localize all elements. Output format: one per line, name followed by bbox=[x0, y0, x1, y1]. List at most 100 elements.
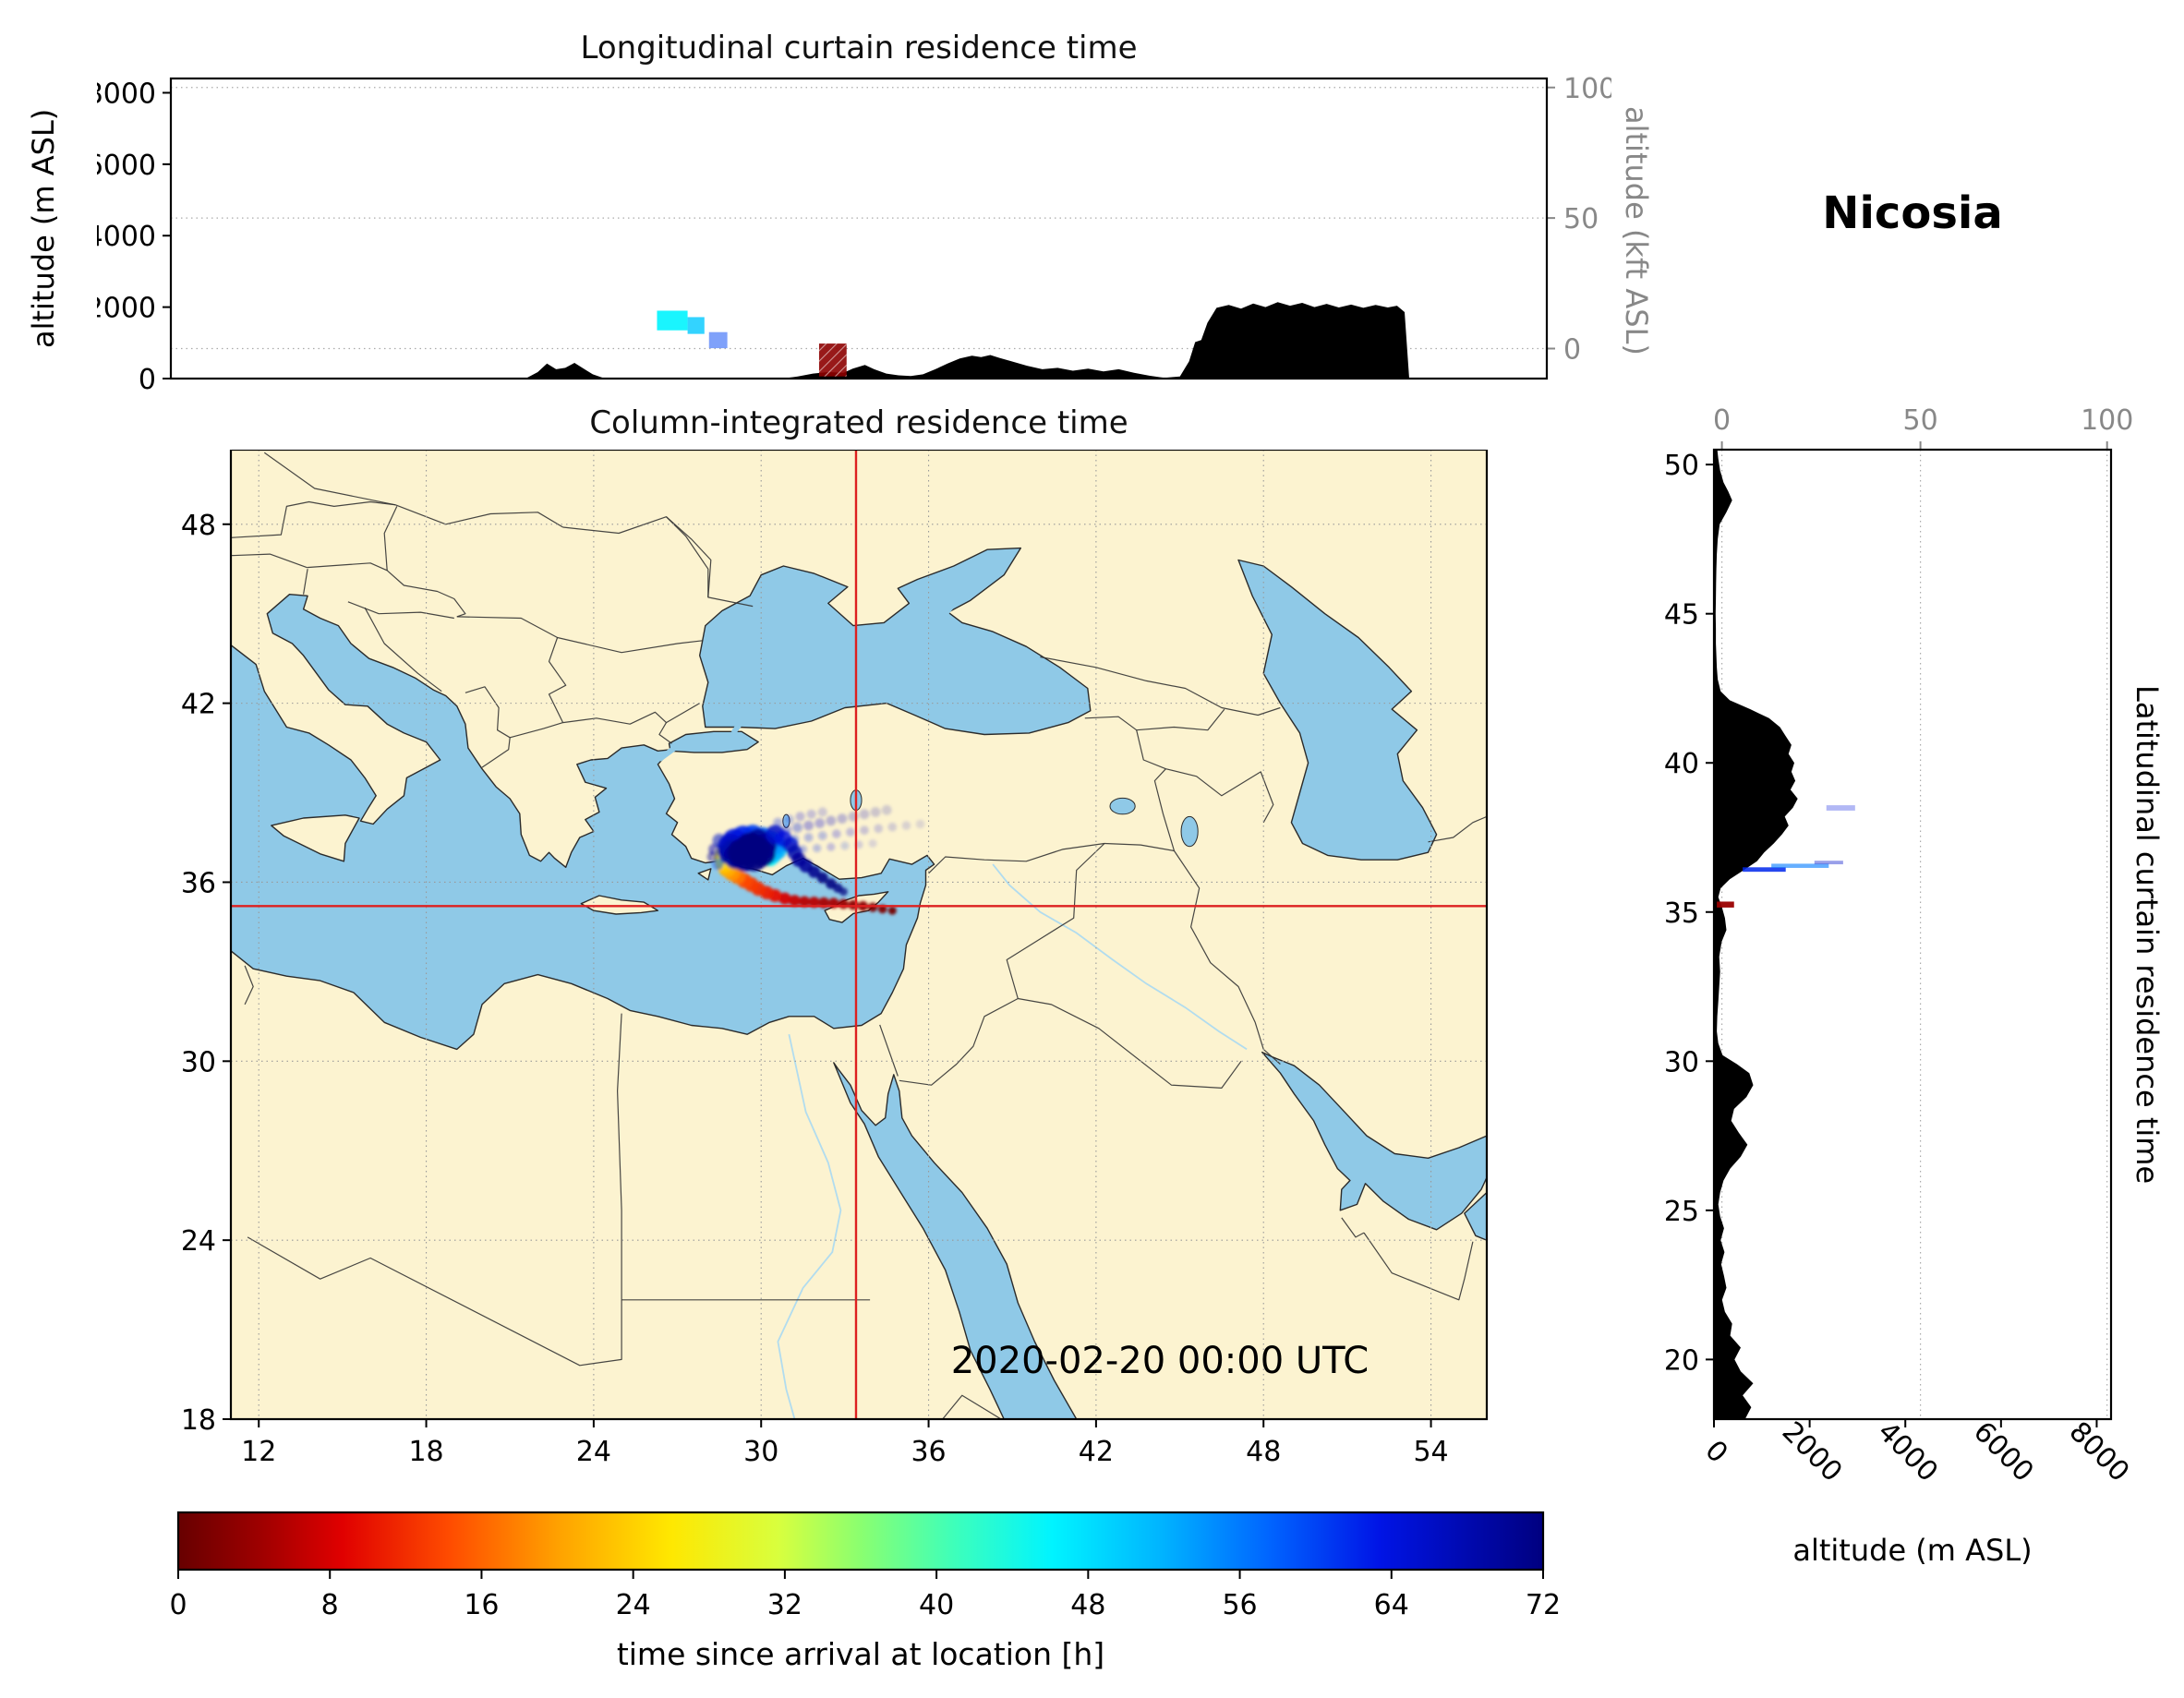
longitudinal-panel-title: Longitudinal curtain residence time bbox=[580, 30, 1138, 66]
country-border bbox=[231, 553, 308, 569]
longitudinal-ylabel-right: altitude (kft ASL) bbox=[1619, 106, 1654, 355]
map-ytick-label: 48 bbox=[181, 510, 216, 542]
strait-dardanelles bbox=[658, 745, 677, 762]
residence-patch bbox=[1743, 867, 1786, 873]
plume-point bbox=[806, 809, 816, 819]
plume-point bbox=[837, 813, 848, 824]
map-ytick-label: 42 bbox=[181, 689, 216, 721]
map-title: Column-integrated residence time bbox=[589, 404, 1128, 441]
colorbar-tick-label: 40 bbox=[919, 1589, 954, 1621]
country-border bbox=[1006, 843, 1105, 999]
residence-patch bbox=[657, 310, 688, 331]
plume-point bbox=[778, 892, 791, 905]
country-border bbox=[1136, 729, 1274, 824]
lat-tick-label: 30 bbox=[1664, 1046, 1699, 1078]
colorbar-tick-label: 48 bbox=[1070, 1589, 1105, 1621]
river-euphrates bbox=[992, 863, 1248, 1051]
residence-patch bbox=[708, 331, 728, 349]
river-nile bbox=[777, 1034, 842, 1419]
plume-point bbox=[808, 897, 820, 909]
longitudinal-curtain-panel: 0 50 100 0 2000 4000 6000 8000 bbox=[97, 73, 1611, 396]
plume bbox=[706, 804, 925, 915]
map-ytick-label: 18 bbox=[181, 1404, 216, 1437]
alt-tick-label: 8000 bbox=[2063, 1415, 2136, 1488]
plume-point bbox=[817, 807, 827, 817]
map-ytick-label: 30 bbox=[181, 1046, 216, 1078]
country-border bbox=[548, 637, 567, 723]
kft-tick-label: 0 bbox=[1713, 404, 1731, 437]
island-crete bbox=[580, 895, 659, 915]
sea-gulf-of-oman bbox=[1464, 1191, 1487, 1241]
country-border bbox=[899, 997, 1019, 1086]
map-timestamp: 2020-02-20 00:00 UTC bbox=[951, 1340, 1369, 1382]
country-border bbox=[364, 607, 442, 692]
residence-patch bbox=[1814, 861, 1843, 865]
country-border bbox=[307, 562, 466, 618]
terrain-profile bbox=[171, 302, 1547, 379]
plume-point bbox=[826, 815, 837, 826]
alt-tick-label: 0 bbox=[139, 364, 156, 396]
plume-point bbox=[816, 872, 828, 884]
country-border bbox=[928, 842, 1105, 874]
lat-tick-label: 50 bbox=[1664, 450, 1699, 482]
residence-patch bbox=[1826, 805, 1855, 811]
sea-persian-gulf bbox=[1261, 1051, 1487, 1231]
map-frame bbox=[229, 450, 1489, 1421]
plume-point bbox=[859, 809, 870, 820]
map-xtick-label: 54 bbox=[1413, 1436, 1448, 1468]
country-border bbox=[1428, 815, 1487, 843]
plume-point bbox=[839, 887, 848, 897]
plume-point bbox=[846, 827, 855, 837]
country-border bbox=[1084, 708, 1225, 731]
map-xtick-label: 36 bbox=[911, 1436, 946, 1468]
plume-point bbox=[832, 829, 841, 838]
map-xtick-label: 18 bbox=[408, 1436, 443, 1468]
map-xtick-label: 30 bbox=[743, 1436, 778, 1468]
country-border bbox=[562, 516, 754, 608]
plume-point bbox=[874, 824, 883, 834]
longitudinal-ylabel-left: altitude (m ASL) bbox=[26, 108, 61, 349]
map-ytick-label: 24 bbox=[181, 1225, 216, 1258]
map-xtick-label: 48 bbox=[1246, 1436, 1281, 1468]
plume-point bbox=[795, 812, 805, 822]
station-name: Nicosia bbox=[1822, 187, 2003, 239]
plume-point bbox=[870, 807, 881, 817]
colorbar-tick-label: 0 bbox=[169, 1589, 187, 1621]
alt-tick-label: 2000 bbox=[1776, 1415, 1849, 1488]
plot-bg bbox=[1714, 450, 2111, 1419]
latitudinal-xlabel: altitude (m ASL) bbox=[1792, 1533, 2033, 1568]
terrain-profile bbox=[1714, 450, 1798, 1419]
plume-point bbox=[808, 865, 821, 878]
island-sicily bbox=[271, 814, 360, 862]
sea-marmara bbox=[668, 730, 759, 753]
country-border bbox=[879, 1024, 899, 1077]
plume-point bbox=[799, 845, 808, 854]
plume-point bbox=[868, 839, 877, 848]
residence-patch bbox=[1717, 901, 1734, 908]
map-xtick-label: 12 bbox=[241, 1436, 276, 1468]
alt-tick-label: 8000 bbox=[97, 78, 156, 110]
plume-point bbox=[840, 841, 850, 850]
plume-point bbox=[901, 821, 911, 830]
colorbar-gradient bbox=[178, 1512, 1543, 1570]
plume-point bbox=[803, 833, 814, 842]
lat-tick-label: 40 bbox=[1664, 748, 1699, 780]
plume-point bbox=[790, 834, 800, 844]
map-ytick-label: 36 bbox=[181, 867, 216, 899]
colorbar-frame bbox=[176, 1511, 1545, 1572]
alt-tick-label: 6000 bbox=[1967, 1415, 2040, 1488]
map-layers bbox=[231, 450, 1487, 1419]
colorbar-tick-label: 72 bbox=[1526, 1589, 1561, 1621]
country-border bbox=[347, 601, 454, 620]
kft-tick-label: 50 bbox=[1563, 203, 1599, 235]
sea-red-sea bbox=[833, 1062, 1078, 1419]
strait-kerch bbox=[943, 598, 959, 616]
plume-point bbox=[803, 820, 814, 831]
country-border bbox=[395, 504, 563, 528]
country-border bbox=[666, 516, 709, 597]
island-rhodes bbox=[697, 868, 712, 881]
sea-caspian-sea bbox=[1237, 559, 1438, 861]
residence-patch bbox=[1771, 863, 1829, 868]
country-border bbox=[1153, 768, 1176, 851]
alt-tick-label: 4000 bbox=[97, 221, 156, 253]
